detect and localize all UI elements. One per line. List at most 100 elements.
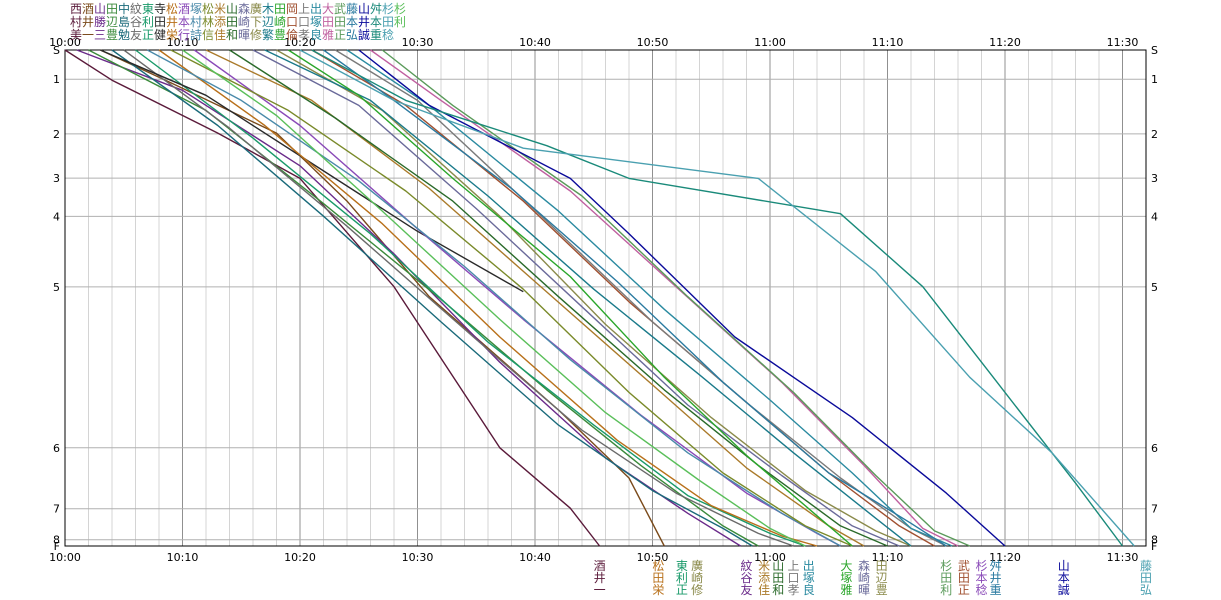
legend-char-12-2: 佳	[214, 28, 226, 42]
finish-label-0-0: 酒	[594, 559, 606, 573]
finish-label-3-2: 修	[691, 582, 703, 597]
legend-char-19-1: 口	[298, 15, 310, 29]
legend-char-22-0: 武	[334, 2, 346, 16]
series-line-19	[334, 49, 947, 547]
legend-char-18-0: 岡	[286, 2, 298, 16]
series-line-6	[135, 49, 806, 547]
legend-char-0-2: 美	[70, 28, 82, 42]
series-line-22	[381, 49, 971, 547]
finish-label-10-2: 暉	[858, 583, 870, 597]
finish-label-1-1: 田	[652, 571, 664, 585]
legend-char-6-0: 東	[142, 2, 154, 16]
series-line-13	[229, 49, 888, 547]
finish-label-2-2: 正	[676, 583, 688, 597]
finish-label-14-0: 杉	[975, 559, 987, 573]
legend-char-3-0: 田	[106, 2, 118, 16]
finish-label-7-2: 孝	[787, 583, 799, 597]
legend-char-17-0: 田	[274, 2, 286, 16]
y-tick-label-left: S	[53, 44, 60, 57]
finish-label-6-2: 和	[772, 583, 784, 597]
finish-label-4-2: 友	[740, 583, 752, 597]
plot-frame	[64, 49, 1147, 547]
legend-char-6-1: 利	[142, 15, 154, 29]
legend-char-26-2: 稔	[382, 28, 394, 42]
x-tick-label-top: 10:10	[167, 36, 199, 49]
finish-label-10-0: 森	[858, 558, 870, 573]
legend-char-7-1: 田	[154, 15, 166, 29]
finish-label-13-0: 武	[958, 559, 970, 573]
finish-label-4-0: 紋	[740, 559, 752, 573]
y-tick-label-left: 2	[53, 128, 60, 141]
x-tick-label-top: 10:00	[49, 36, 81, 49]
legend-char-11-1: 林	[202, 15, 214, 29]
finish-label-0-1: 井	[594, 571, 606, 585]
legend-char-2-1: 勝	[94, 14, 106, 29]
legend-char-21-1: 田	[322, 15, 334, 29]
finish-label-6-0: 山	[772, 559, 784, 573]
legend-char-1-2: 一	[82, 28, 94, 42]
legend-char-20-0: 出	[310, 2, 322, 16]
legend-char-3-1: 辺	[106, 15, 118, 29]
legend-char-21-2: 雅	[322, 27, 334, 42]
legend-char-8-0: 松	[166, 2, 178, 16]
legend-char-4-2: 勉	[118, 28, 130, 42]
legend-char-18-2: 倫	[286, 28, 298, 42]
x-tick-label-bottom: 11:20	[989, 551, 1021, 564]
finish-label-9-1: 塚	[840, 571, 852, 585]
legend-char-21-0: 大	[322, 2, 334, 16]
series-line-26	[299, 49, 1135, 547]
finish-label-6-1: 田	[772, 571, 784, 585]
y-tick-label-left: 6	[53, 442, 60, 455]
finish-label-17-2: 弘	[1140, 583, 1152, 597]
legend-char-13-1: 田	[226, 15, 238, 29]
finish-label-3-1: 崎	[691, 571, 703, 585]
finish-label-2-1: 利	[676, 571, 688, 585]
series-line-5	[123, 49, 794, 547]
legend-char-20-1: 塚	[310, 15, 322, 29]
legend-char-10-0: 塚	[190, 2, 202, 16]
y-tick-label-right: 4	[1151, 210, 1158, 223]
finish-label-8-2: 良	[803, 582, 815, 597]
series-line-2	[76, 49, 741, 547]
x-tick-label-top: 10:20	[284, 36, 316, 49]
x-tick-label-bottom: 10:10	[167, 551, 199, 564]
legend-char-20-2: 良	[310, 27, 322, 42]
legend-char-2-0: 山	[94, 2, 106, 16]
legend-char-10-1: 村	[190, 15, 202, 29]
finish-label-0-2: 一	[594, 583, 606, 597]
x-tick-label-bottom: 10:20	[284, 551, 316, 564]
finish-label-7-1: 口	[787, 571, 799, 585]
x-tick-label-bottom: 11:00	[754, 551, 786, 564]
legend-char-13-2: 和	[226, 28, 238, 42]
legend-char-23-2: 弘	[346, 28, 358, 42]
legend-char-2-2: 三	[94, 28, 106, 42]
legend-char-15-1: 下	[250, 15, 262, 29]
finish-label-3-0: 廣	[691, 559, 703, 573]
x-tick-label-bottom: 11:30	[1107, 551, 1139, 564]
y-tick-label-right: 7	[1151, 503, 1158, 516]
y-tick-label-right: 3	[1151, 172, 1158, 185]
finish-label-11-2: 豊	[876, 583, 888, 597]
finish-label-5-2: 佳	[758, 583, 770, 597]
series-line-24	[358, 49, 1006, 547]
legend-char-13-0: 山	[226, 2, 238, 16]
y-tick-label-right: 8	[1151, 534, 1158, 547]
legend-char-5-2: 友	[130, 28, 142, 42]
legend-char-5-1: 谷	[130, 15, 142, 29]
finish-label-12-0: 杉	[940, 559, 952, 573]
finish-label-15-1: 井	[990, 571, 1002, 585]
legend-char-24-2: 誠	[358, 28, 370, 42]
finish-label-15-0: 舛	[990, 559, 1002, 573]
legend-char-17-2: 豊	[274, 28, 286, 42]
x-tick-label-top: 11:30	[1107, 36, 1139, 49]
legend-char-5-0: 紋	[130, 2, 142, 16]
finish-label-11-0: 田	[876, 559, 888, 573]
legend-char-22-1: 田	[334, 15, 346, 29]
finish-label-12-2: 利	[940, 583, 952, 597]
legend-char-0-1: 村	[70, 15, 82, 29]
finish-label-8-1: 塚	[803, 571, 815, 585]
series-line-10	[146, 49, 841, 547]
finish-label-12-1: 田	[940, 571, 952, 585]
legend-char-8-2: 栄	[166, 28, 178, 42]
